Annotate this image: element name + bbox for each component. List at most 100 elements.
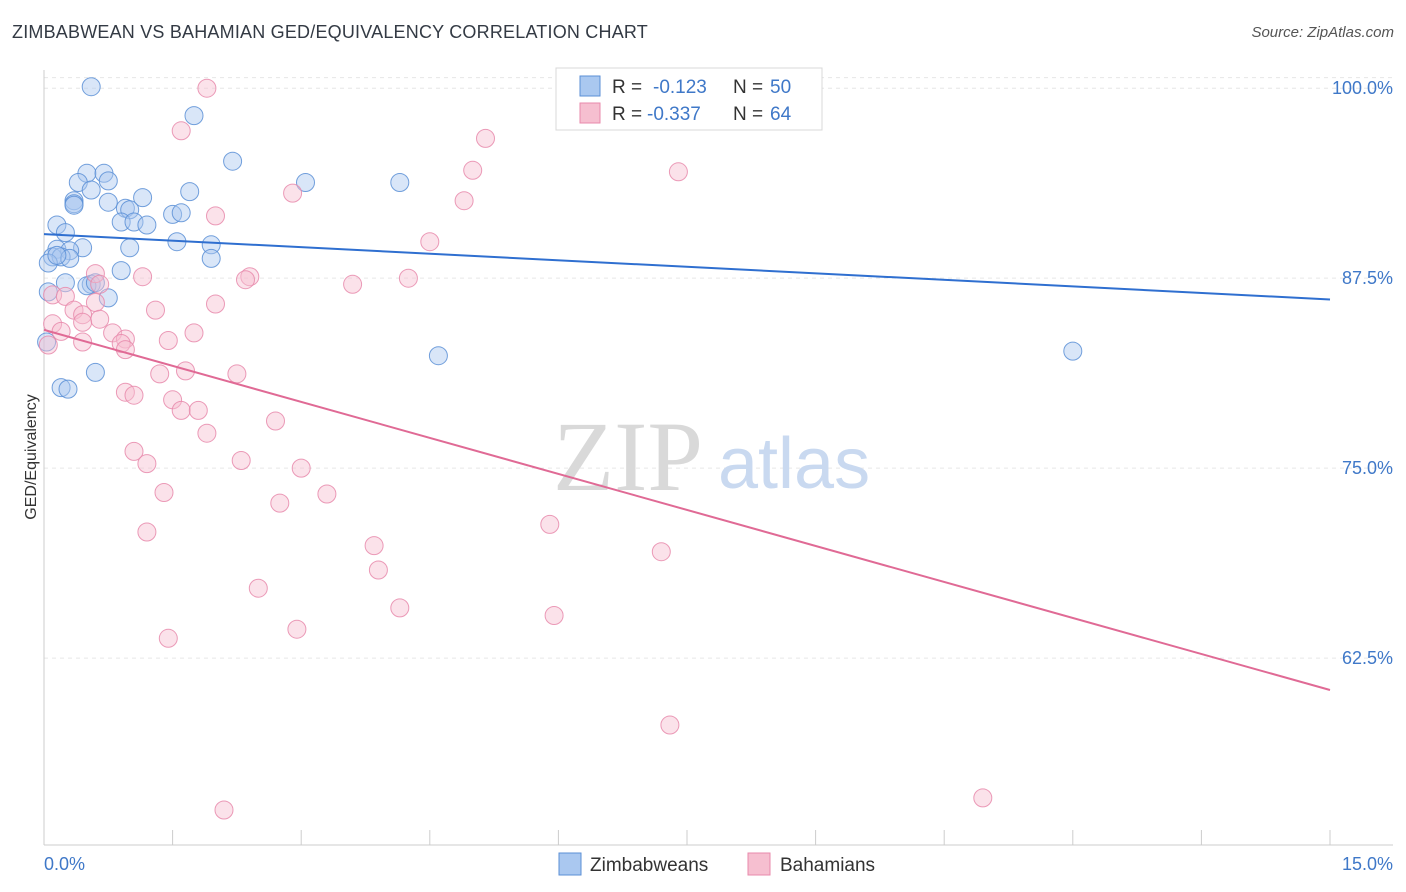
data-point	[544, 606, 564, 625]
series-zimbabweans-points	[37, 77, 1083, 399]
bottom-legend-swatch-zimbabweans	[558, 852, 582, 876]
series-bahamians-points	[38, 78, 993, 820]
data-point	[55, 286, 75, 306]
data-point	[64, 195, 84, 215]
data-point	[287, 619, 307, 639]
legend-r-label-2: R =	[612, 104, 642, 125]
watermark: ZIP atlas	[553, 401, 870, 512]
data-point	[158, 331, 178, 350]
legend-swatch-bahamians	[579, 102, 601, 124]
data-point	[158, 628, 178, 648]
data-point	[137, 215, 157, 235]
data-point	[171, 203, 191, 223]
data-point	[98, 171, 118, 191]
data-point	[137, 522, 157, 542]
data-point	[368, 560, 388, 580]
x-tick-label-max: 15.0%	[1342, 854, 1393, 874]
data-point	[73, 332, 93, 352]
data-point	[85, 362, 105, 382]
x-tick-label-min: 0.0%	[44, 854, 85, 874]
data-point	[37, 332, 57, 352]
data-point	[73, 312, 93, 332]
data-point	[98, 288, 118, 308]
data-point	[420, 232, 440, 252]
data-point	[120, 238, 140, 258]
series-zimbabweans-trendline	[43, 233, 1331, 301]
data-point	[150, 364, 170, 384]
data-point	[133, 188, 153, 208]
data-point	[38, 335, 58, 355]
bottom-legend: Zimbabweans Bahamians	[558, 852, 875, 876]
data-point	[364, 536, 384, 556]
legend-r-value-1: -0.123	[653, 77, 707, 98]
data-point	[463, 160, 483, 180]
data-point	[1063, 341, 1083, 361]
data-point	[55, 273, 75, 293]
y-tick-label: 75.0%	[1342, 458, 1393, 478]
data-point	[390, 173, 410, 192]
data-point	[98, 192, 118, 212]
data-point	[81, 77, 101, 97]
legend-r-value-2: -0.337	[647, 104, 701, 125]
data-point	[171, 121, 191, 141]
data-point	[197, 78, 217, 98]
data-point	[454, 191, 474, 211]
data-point	[668, 162, 688, 182]
chart-source: Source: ZipAtlas.com	[1251, 24, 1394, 41]
y-tick-label: 62.5%	[1342, 648, 1393, 668]
data-point	[154, 483, 174, 502]
data-point	[197, 423, 217, 443]
data-point	[184, 323, 204, 343]
data-point	[291, 458, 311, 478]
data-point	[55, 223, 75, 243]
data-point	[90, 274, 110, 294]
data-point	[390, 598, 410, 618]
data-point	[266, 411, 285, 431]
data-point	[180, 182, 200, 202]
data-point	[231, 451, 251, 470]
data-point	[201, 248, 221, 268]
legend-swatch-zimbabweans	[579, 75, 601, 97]
legend-n-label-1: N =	[733, 77, 763, 98]
data-point	[176, 361, 195, 381]
data-point	[47, 245, 67, 265]
data-point	[58, 379, 78, 399]
watermark-zip: ZIP	[553, 401, 703, 512]
data-point	[90, 309, 110, 329]
watermark-atlas: atlas	[718, 424, 870, 504]
y-axis-tick-labels: 100.0% 87.5% 75.0% 62.5%	[1332, 78, 1393, 668]
data-point	[51, 321, 71, 341]
data-point	[60, 248, 80, 268]
data-point	[51, 378, 71, 398]
data-point	[343, 274, 363, 294]
data-point	[146, 300, 165, 320]
y-tick-label: 87.5%	[1342, 268, 1393, 288]
data-point	[115, 340, 135, 360]
bottom-legend-label-bahamians: Bahamians	[780, 855, 875, 876]
bottom-legend-label-zimbabweans: Zimbabweans	[590, 855, 708, 876]
data-point	[248, 578, 268, 598]
legend-box: R = -0.123 N = 50 R = -0.337 N = 64	[555, 67, 823, 131]
series-bahamians-trendline	[43, 328, 1331, 691]
data-point	[124, 441, 144, 461]
chart-title: ZIMBABWEAN VS BAHAMIAN GED/EQUIVALENCY C…	[12, 22, 648, 42]
data-point	[201, 235, 221, 255]
data-point	[171, 400, 191, 420]
data-point	[428, 346, 448, 366]
y-tick-label: 100.0%	[1332, 78, 1393, 98]
data-point	[188, 400, 208, 420]
data-point	[206, 206, 225, 226]
data-point	[283, 183, 303, 203]
x-axis-ticks	[172, 830, 1331, 845]
data-point	[85, 264, 105, 284]
data-point	[137, 454, 157, 474]
data-point	[81, 180, 101, 200]
data-point	[124, 385, 144, 405]
data-point	[476, 128, 495, 148]
data-point	[317, 484, 337, 504]
grid-lines	[44, 77, 1393, 659]
bottom-legend-swatch-bahamians	[747, 852, 771, 876]
data-point	[236, 270, 255, 290]
data-point	[973, 788, 993, 808]
